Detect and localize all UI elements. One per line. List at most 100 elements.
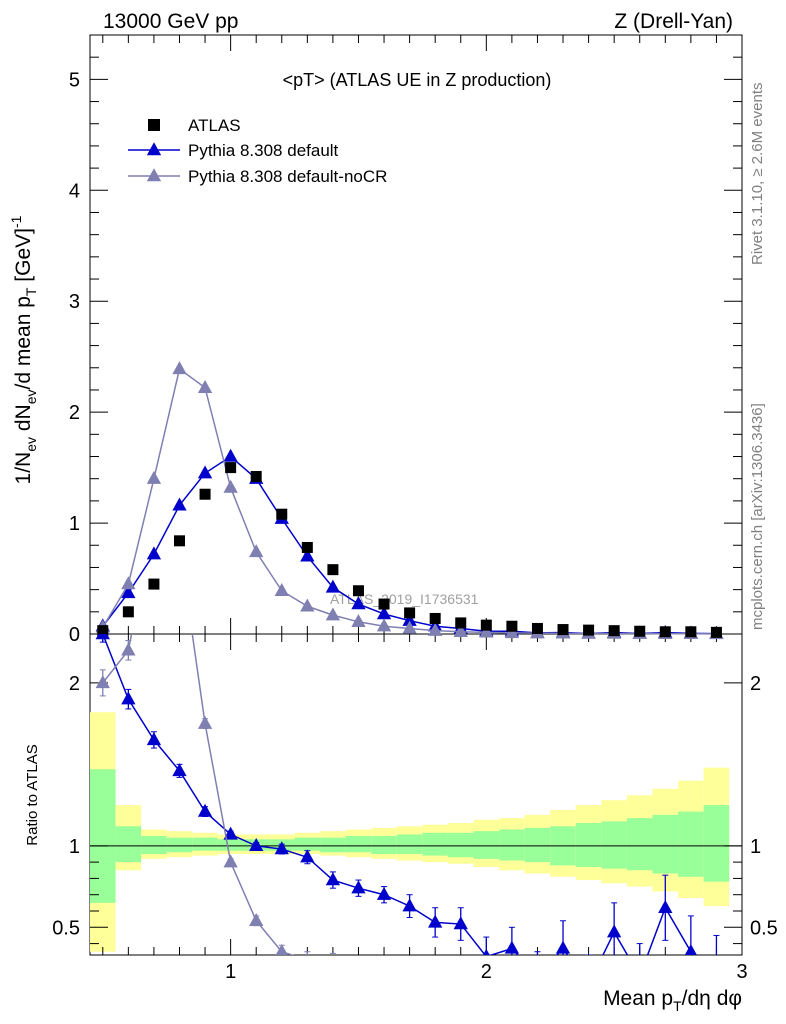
atlas-point xyxy=(531,622,543,634)
default-ratio-point xyxy=(453,916,468,930)
main-y-tick-label: 4 xyxy=(69,180,80,202)
green-band-bin xyxy=(294,837,321,851)
main-y-tick-label: 0 xyxy=(69,624,80,646)
atlas-point xyxy=(634,625,646,637)
default-ratio-point xyxy=(121,691,136,705)
default-ratio-point xyxy=(428,914,443,928)
ratio-y-tick-label-right: 0.5 xyxy=(750,917,778,939)
green-band-bin xyxy=(499,829,525,861)
ratio-clipped-group xyxy=(95,512,723,981)
default-point xyxy=(300,548,315,562)
default-ratio-point xyxy=(249,838,264,852)
default-point xyxy=(376,606,392,620)
nocr-ratio-line xyxy=(102,634,295,955)
nocr-ratio-point xyxy=(95,675,110,689)
x-tick-label: 2 xyxy=(481,961,492,983)
green-band-bin xyxy=(90,769,116,903)
default-point xyxy=(351,596,366,610)
atlas-point xyxy=(276,508,288,520)
legend-label: Pythia 8.308 default xyxy=(188,141,339,160)
atlas-point xyxy=(199,488,211,500)
green-band-bin xyxy=(217,839,244,851)
main-y-tick-label: 2 xyxy=(69,402,80,424)
nocr-ratio-point xyxy=(147,512,161,525)
ratio-y-tick-label: 1 xyxy=(69,836,80,858)
legend-label: Pythia 8.308 default-noCR xyxy=(188,167,387,186)
nocr-ratio-point xyxy=(305,952,309,955)
green-band-bin xyxy=(345,836,372,853)
nocr-ratio-point xyxy=(223,854,238,868)
atlas-point xyxy=(378,598,390,610)
default-ratio-point xyxy=(376,886,392,900)
nocr-point xyxy=(428,622,443,636)
ratio-frame xyxy=(89,633,743,956)
default-point xyxy=(121,585,136,599)
nocr-ratio-point xyxy=(197,715,213,729)
atlas-point xyxy=(557,624,569,636)
atlas-point xyxy=(225,462,237,474)
default-ratio-point xyxy=(223,826,238,840)
default-ratio-point xyxy=(607,924,622,938)
green-band-bin xyxy=(371,836,397,854)
nocr-ratio-point xyxy=(121,642,136,656)
default-ratio-point xyxy=(633,968,647,981)
green-band-bin xyxy=(422,832,448,856)
default-point xyxy=(172,497,187,511)
green-band-bin xyxy=(192,837,218,851)
nocr-point xyxy=(146,470,162,484)
legend-marker-triangle xyxy=(146,168,162,182)
default-ratio-point xyxy=(658,899,673,913)
atlas-point xyxy=(506,620,518,632)
default-point xyxy=(223,448,238,462)
atlas-point xyxy=(327,564,339,576)
default-ratio-point xyxy=(530,968,544,981)
ratio-y-tick-label-right: 2 xyxy=(750,673,761,695)
main-y-tick-label: 1 xyxy=(69,513,80,535)
default-point xyxy=(325,579,341,593)
default-ratio-point xyxy=(172,763,187,777)
nocr-ratio-point xyxy=(275,943,288,955)
default-point xyxy=(146,546,162,560)
atlas-point xyxy=(404,607,416,619)
green-band-bin xyxy=(626,818,653,871)
nocr-ratio-point xyxy=(249,912,264,926)
nocr-point xyxy=(453,623,468,637)
legend: ATLAS Pythia 8.308 default Pythia 8.308 de… xyxy=(128,116,387,186)
nocr-point xyxy=(325,607,341,621)
ratio-y-label: Ratio to ATLAS xyxy=(24,744,41,845)
default-ratio-point xyxy=(709,968,723,981)
analysis-watermark: ATLAS_2019_I1736531 xyxy=(330,591,479,607)
atlas-point xyxy=(685,626,697,638)
green-band-bin xyxy=(320,837,346,853)
nocr-ratio-point xyxy=(326,955,340,968)
default-ratio-point xyxy=(197,803,213,817)
green-band-bin xyxy=(678,811,704,877)
ratio-uncertainty-bands xyxy=(90,712,742,952)
ratio-y-tick-label: 0.5 xyxy=(52,917,80,939)
atlas-point xyxy=(608,625,620,637)
main-axes: 0 1 2 3 4 5 xyxy=(69,34,742,646)
default-ratio-point xyxy=(351,880,366,894)
x-axis-label: Mean pT/dη dφ xyxy=(603,987,742,1014)
header-left: 13000 GeV pp xyxy=(103,10,238,33)
green-band-bin xyxy=(575,823,602,868)
green-band-bin xyxy=(141,836,167,854)
atlas-point xyxy=(455,617,467,629)
plot-title: <pT> (ATLAS UE in Z production) xyxy=(283,70,552,90)
nocr-point xyxy=(300,598,315,612)
main-plot-marks xyxy=(95,361,724,640)
green-band-bin xyxy=(524,827,551,863)
nocr-point xyxy=(376,618,392,632)
atlas-point xyxy=(250,470,262,482)
nocr-point xyxy=(249,544,264,558)
nocr-point xyxy=(274,582,289,596)
default-line xyxy=(102,455,717,635)
atlas-point xyxy=(301,541,313,553)
nocr-point xyxy=(121,576,136,590)
default-ratio-point xyxy=(482,948,490,955)
atlas-point xyxy=(480,619,492,631)
atlas-point xyxy=(97,625,109,637)
default-point xyxy=(402,612,417,626)
legend-marker-triangle xyxy=(146,142,162,156)
